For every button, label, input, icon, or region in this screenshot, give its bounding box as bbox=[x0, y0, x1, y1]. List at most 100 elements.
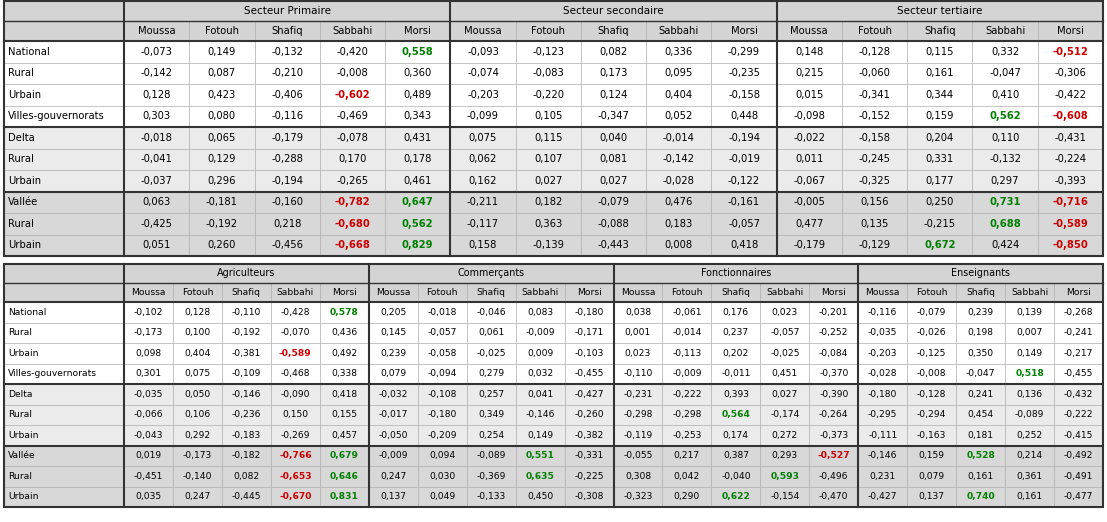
Bar bbox=[1037, 148, 1103, 170]
Bar bbox=[761, 384, 809, 405]
Text: 0,149: 0,149 bbox=[1016, 349, 1043, 358]
Bar bbox=[1005, 487, 1054, 507]
Bar bbox=[417, 343, 467, 363]
Bar bbox=[320, 148, 385, 170]
Bar bbox=[761, 343, 809, 363]
Text: -0,445: -0,445 bbox=[231, 492, 261, 501]
Bar bbox=[4, 213, 124, 234]
Text: 0,082: 0,082 bbox=[599, 47, 628, 57]
Bar bbox=[451, 192, 516, 213]
Bar bbox=[1037, 127, 1103, 148]
Bar bbox=[613, 363, 662, 384]
Bar bbox=[369, 487, 417, 507]
Bar bbox=[271, 343, 320, 363]
Text: 0,301: 0,301 bbox=[135, 369, 162, 378]
Bar bbox=[565, 487, 613, 507]
Text: -0,103: -0,103 bbox=[575, 349, 603, 358]
Text: -0,005: -0,005 bbox=[794, 197, 825, 207]
Text: 0,149: 0,149 bbox=[208, 47, 236, 57]
Text: -0,074: -0,074 bbox=[467, 68, 499, 78]
Text: Morsi: Morsi bbox=[1066, 288, 1090, 297]
Bar bbox=[173, 343, 221, 363]
Text: 0,431: 0,431 bbox=[404, 133, 432, 143]
Bar bbox=[712, 41, 777, 63]
Bar bbox=[858, 302, 908, 323]
Text: Urbain: Urbain bbox=[8, 492, 39, 501]
Text: Sabbahi: Sabbahi bbox=[277, 288, 314, 297]
Text: 0,110: 0,110 bbox=[991, 133, 1020, 143]
Text: -0,025: -0,025 bbox=[770, 349, 799, 358]
Bar bbox=[221, 425, 271, 445]
Bar bbox=[858, 323, 908, 343]
Bar bbox=[712, 302, 761, 323]
Bar bbox=[809, 343, 858, 363]
Text: 0,423: 0,423 bbox=[208, 90, 236, 100]
Text: 0,038: 0,038 bbox=[625, 308, 651, 317]
Bar bbox=[712, 105, 777, 127]
Bar bbox=[972, 213, 1037, 234]
Text: -0,040: -0,040 bbox=[721, 472, 751, 481]
Text: 0,161: 0,161 bbox=[968, 472, 994, 481]
Bar bbox=[581, 63, 646, 84]
Text: 0,150: 0,150 bbox=[282, 410, 309, 419]
Text: 0,040: 0,040 bbox=[599, 133, 628, 143]
Bar bbox=[777, 21, 842, 41]
Bar bbox=[417, 405, 467, 425]
Bar bbox=[712, 445, 761, 466]
Bar bbox=[255, 170, 320, 192]
Text: 0,042: 0,042 bbox=[674, 472, 700, 481]
Text: -0,390: -0,390 bbox=[819, 390, 848, 399]
Bar bbox=[777, 234, 842, 256]
Text: 0,129: 0,129 bbox=[208, 154, 236, 164]
Text: -0,323: -0,323 bbox=[623, 492, 653, 501]
Bar bbox=[271, 445, 320, 466]
Text: 0,023: 0,023 bbox=[772, 308, 798, 317]
Bar bbox=[451, 234, 516, 256]
Text: -0,308: -0,308 bbox=[575, 492, 603, 501]
Text: -0,057: -0,057 bbox=[770, 328, 799, 337]
Bar bbox=[369, 363, 417, 384]
Text: 0,105: 0,105 bbox=[534, 111, 562, 121]
Text: -0,477: -0,477 bbox=[1064, 492, 1094, 501]
Text: -0,116: -0,116 bbox=[868, 308, 898, 317]
Text: -0,468: -0,468 bbox=[280, 369, 310, 378]
Bar bbox=[221, 405, 271, 425]
Text: -0,110: -0,110 bbox=[231, 308, 261, 317]
Bar bbox=[1005, 283, 1054, 302]
Bar bbox=[4, 487, 124, 507]
Text: 0,260: 0,260 bbox=[208, 240, 236, 250]
Text: -0,469: -0,469 bbox=[337, 111, 369, 121]
Text: -0,264: -0,264 bbox=[819, 410, 849, 419]
Text: 0,145: 0,145 bbox=[380, 328, 406, 337]
Text: -0,298: -0,298 bbox=[623, 410, 653, 419]
Text: -0,235: -0,235 bbox=[728, 68, 761, 78]
Text: -0,382: -0,382 bbox=[575, 431, 603, 440]
Bar bbox=[761, 487, 809, 507]
Bar bbox=[842, 105, 908, 127]
Bar bbox=[4, 192, 124, 213]
Text: 0,124: 0,124 bbox=[599, 90, 628, 100]
Text: -0,224: -0,224 bbox=[1054, 154, 1086, 164]
Bar bbox=[124, 1, 451, 21]
Text: -0,028: -0,028 bbox=[868, 369, 898, 378]
Bar bbox=[777, 41, 842, 63]
Text: Fotouh: Fotouh bbox=[531, 26, 566, 36]
Text: -0,173: -0,173 bbox=[134, 328, 163, 337]
Text: 0,679: 0,679 bbox=[330, 451, 359, 460]
Text: 0,161: 0,161 bbox=[1016, 492, 1043, 501]
Bar bbox=[369, 384, 417, 405]
Bar bbox=[124, 264, 369, 283]
Bar bbox=[255, 148, 320, 170]
Text: -0,047: -0,047 bbox=[990, 68, 1021, 78]
Bar bbox=[385, 105, 451, 127]
Bar bbox=[271, 487, 320, 507]
Text: Enseignants: Enseignants bbox=[951, 268, 1010, 279]
Bar bbox=[777, 148, 842, 170]
Bar bbox=[189, 192, 255, 213]
Text: -0,102: -0,102 bbox=[134, 308, 163, 317]
Text: -0,043: -0,043 bbox=[134, 431, 163, 440]
Text: -0,090: -0,090 bbox=[280, 390, 310, 399]
Text: National: National bbox=[8, 308, 46, 317]
Text: 0,731: 0,731 bbox=[990, 197, 1021, 207]
Text: -0,496: -0,496 bbox=[819, 472, 849, 481]
